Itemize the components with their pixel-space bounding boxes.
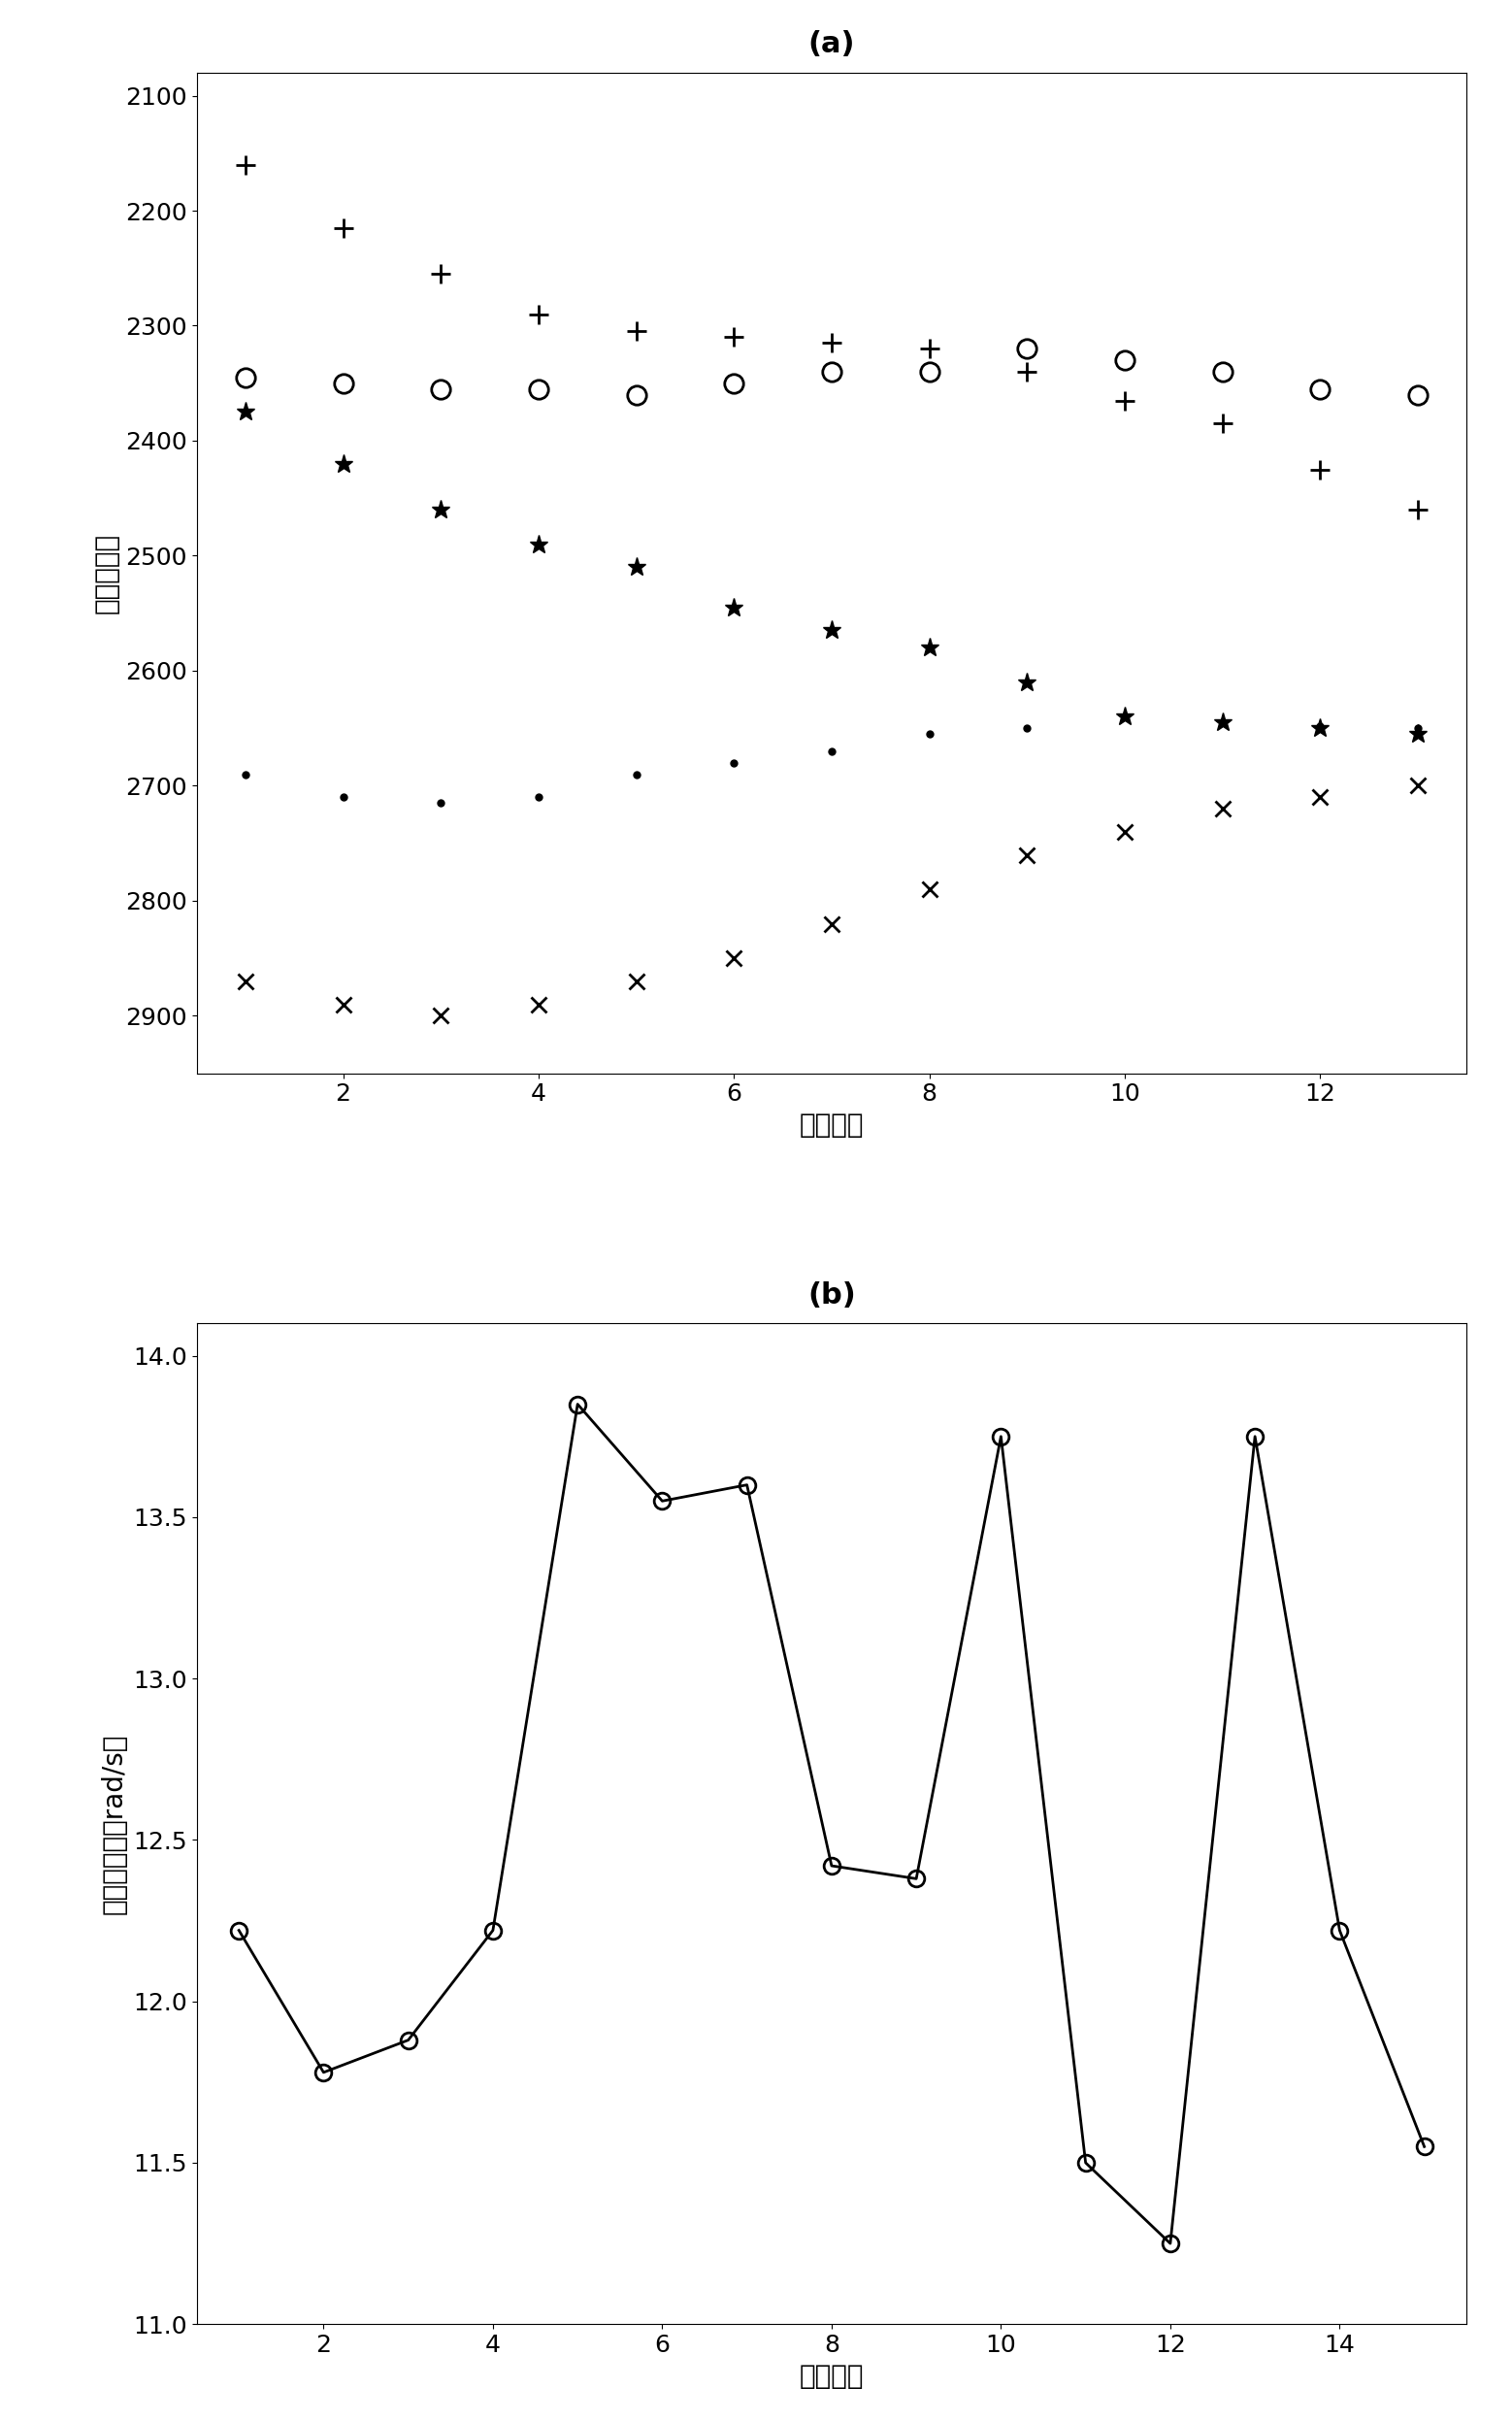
Title: (b): (b) — [807, 1281, 856, 1310]
X-axis label: 回波序号: 回波序号 — [800, 1111, 863, 1138]
Y-axis label: 散射点航迹: 散射点航迹 — [92, 533, 119, 613]
X-axis label: 回波序号: 回波序号 — [800, 2363, 863, 2390]
Y-axis label: 旋转角频率（rad/s）: 旋转角频率（rad/s） — [100, 1733, 127, 1915]
Title: (a): (a) — [807, 29, 856, 58]
